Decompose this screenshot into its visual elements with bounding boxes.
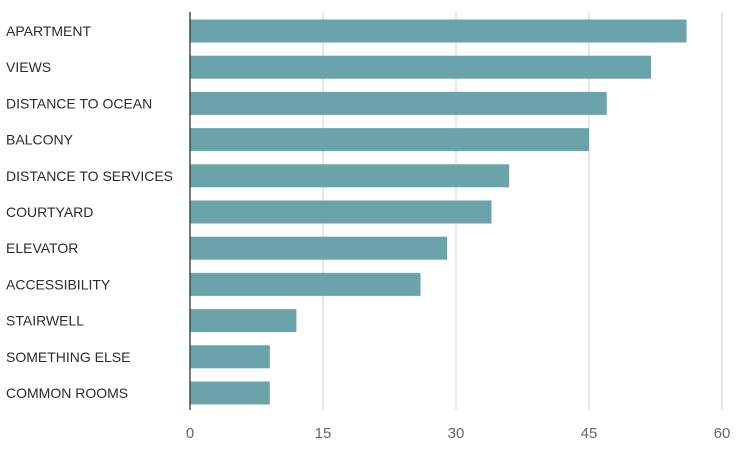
bar-balcony [190,128,589,152]
category-label: BALCONY [6,132,74,148]
category-label: COMMON ROOMS [6,385,128,401]
x-tick-label: 30 [448,425,465,442]
x-tick-label: 45 [581,425,598,442]
category-label: DISTANCE TO SERVICES [6,168,173,184]
bar-apartment [190,19,687,43]
bar-accessibility [190,272,421,296]
bar-elevator [190,236,448,260]
category-label: DISTANCE TO OCEAN [6,95,152,111]
bar-something-else [190,345,270,369]
bar-stairwell [190,309,297,333]
category-label: VIEWS [6,59,51,75]
x-tick-label: 15 [315,425,332,442]
bars [190,19,687,405]
category-label: STAIRWELL [6,313,84,329]
category-label: APARTMENT [6,23,91,39]
x-tick-labels: 0 15 30 45 60 [186,425,731,442]
bar-views [190,55,652,79]
category-label: ACCESSIBILITY [6,276,111,292]
category-label: ELEVATOR [6,240,78,256]
category-label: COURTYARD [6,204,93,220]
bar-distance-to-ocean [190,91,607,115]
bar-distance-to-services [190,164,510,188]
category-labels: APARTMENT VIEWS DISTANCE TO OCEAN BALCONY DI… [6,23,173,401]
bar-courtyard [190,200,492,224]
x-tick-label: 60 [714,425,731,442]
x-tick-label: 0 [186,425,194,442]
bar-common-rooms [190,381,270,405]
category-label: SOMETHING ELSE [6,349,130,365]
